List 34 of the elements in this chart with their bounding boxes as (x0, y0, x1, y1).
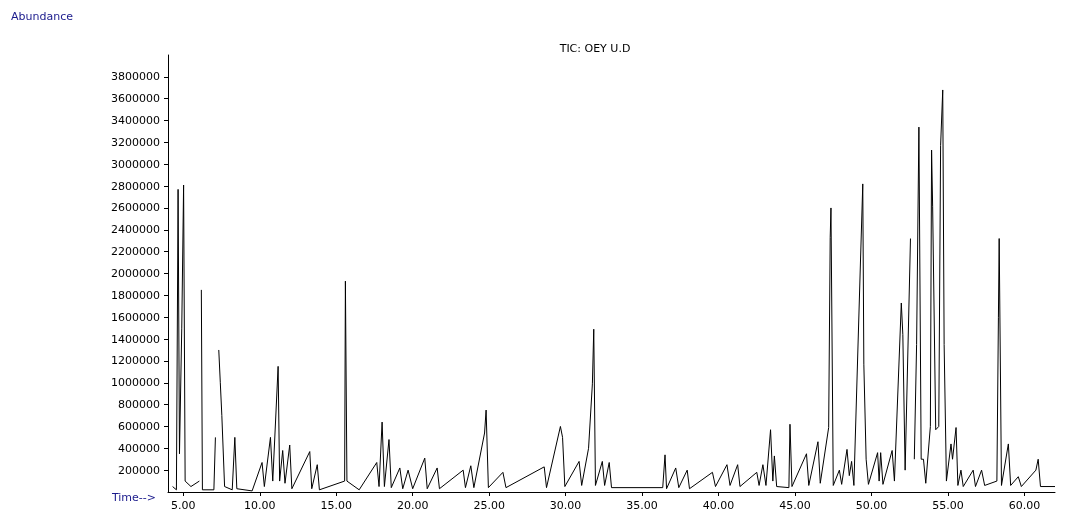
x-tick-label: 30.00 (549, 499, 582, 512)
x-tick-label: 20.00 (396, 499, 429, 512)
x-tick-label: 15.00 (320, 499, 352, 512)
y-tick-label: 2000000 (111, 267, 160, 280)
y-tick-label: 200000 (118, 463, 160, 477)
y-tick-label: 1400000 (111, 332, 160, 346)
x-tick-label: 45.00 (779, 499, 811, 512)
y-tick-label: 2200000 (111, 245, 160, 259)
x-tick-label: 50.00 (855, 499, 888, 512)
y-axis-title: Abundance (11, 10, 74, 23)
y-tick-label: 1200000 (111, 354, 160, 368)
chart-title: TIC: OEY U.D (558, 42, 631, 55)
x-tick-label: 10.00 (244, 499, 276, 512)
y-tick-label: 2600000 (111, 201, 160, 215)
x-tick-label: 5.00 (171, 499, 196, 512)
y-tick-label: 600000 (118, 419, 160, 433)
y-tick-label: 3200000 (111, 135, 160, 149)
y-tick-label: 3600000 (111, 92, 160, 106)
y-tick-label: 800000 (118, 398, 160, 412)
y-tick-label: 1000000 (111, 376, 160, 390)
x-tick-label: 25.00 (473, 499, 505, 512)
y-tick-label: 2800000 (111, 179, 160, 193)
y-tick-label: 1800000 (111, 288, 160, 302)
x-axis-title: Time--> (110, 491, 156, 504)
y-tick-label: 400000 (118, 441, 160, 455)
x-tick-label: 60.00 (1008, 499, 1041, 512)
y-tick-label: 3400000 (111, 114, 160, 128)
y-tick-label: 3800000 (111, 70, 160, 84)
y-tick-label: 2400000 (111, 223, 160, 237)
x-tick-label: 40.00 (702, 499, 735, 512)
x-tick-label: 35.00 (626, 499, 658, 512)
x-tick-label: 55.00 (932, 499, 964, 512)
y-tick-label: 3000000 (111, 157, 160, 171)
y-tick-label: 1600000 (111, 310, 160, 324)
